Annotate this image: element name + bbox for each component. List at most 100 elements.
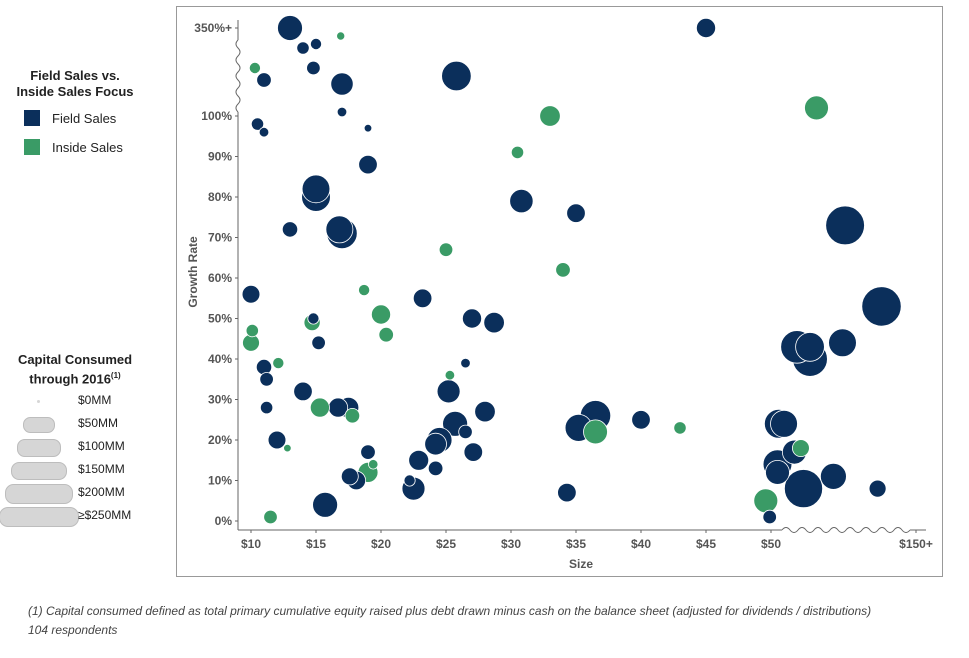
size-legend-shape	[17, 439, 61, 457]
bubble-inside-sales	[283, 443, 292, 453]
bubble-field-sales	[281, 221, 299, 238]
legend-item-inside-sales: Inside Sales	[24, 139, 123, 155]
y-tick-label: 100%	[201, 109, 232, 123]
bubble-field-sales	[770, 409, 798, 438]
size-legend-row: $200MM	[0, 484, 150, 505]
y-tick-label: 350%+	[194, 21, 232, 35]
x-axis-break	[781, 527, 911, 533]
bubble-field-sales	[307, 312, 320, 325]
x-axis-title: Size	[569, 557, 593, 571]
bubble-field-sales	[461, 308, 482, 329]
bubble-inside-sales	[358, 284, 371, 297]
bubble-inside-sales	[444, 370, 456, 381]
bubble-field-sales	[336, 106, 348, 118]
legend-item-field-sales: Field Sales	[24, 110, 116, 126]
size-legend-shape	[36, 399, 40, 403]
x-tick-label: $30	[501, 537, 521, 551]
bubble-field-sales	[631, 410, 651, 430]
bubble-inside-sales	[792, 439, 810, 458]
size-legend-footnote-mark: (1)	[110, 371, 121, 380]
x-tick-label: $25	[436, 537, 456, 551]
bubble-field-sales	[427, 460, 444, 477]
bubble-field-sales	[483, 311, 505, 334]
size-legend-shape	[0, 507, 79, 527]
bubble-field-sales	[436, 379, 461, 404]
size-legend-row: $50MM	[0, 416, 150, 436]
size-legend-row: $100MM	[0, 439, 150, 459]
bubble-field-sales	[566, 203, 586, 223]
axes: 0% 10% 20% 30% 40% 50% 60% 70% 80% 90% 100% 350%+ $1…	[186, 20, 933, 571]
bubble-field-sales	[828, 328, 857, 358]
size-legend-label: $0MM	[78, 393, 112, 407]
bubble-field-sales	[277, 15, 303, 41]
bubble-field-sales	[250, 117, 265, 131]
bubble-field-sales	[325, 215, 354, 244]
field-sales-swatch	[24, 110, 40, 126]
bubble-field-sales	[765, 459, 790, 485]
y-tick-label: 50%	[208, 312, 232, 326]
y-tick-label: 10%	[208, 474, 232, 488]
bubble-field-sales	[463, 442, 484, 462]
y-tick-label: 20%	[208, 433, 232, 447]
bubble-inside-sales	[245, 323, 259, 338]
bubble-field-sales	[340, 467, 359, 486]
size-legend-label: ≥$250MM	[78, 508, 132, 522]
bubble-field-sales	[293, 381, 313, 402]
bubble-field-sales	[460, 357, 471, 369]
bubble-field-sales	[458, 424, 473, 440]
bubble-field-sales	[474, 400, 496, 423]
bubble-field-sales	[363, 123, 373, 133]
bubble-field-sales	[820, 462, 847, 490]
bubble-inside-sales	[309, 397, 330, 418]
bubble-field-sales	[256, 72, 272, 88]
bubble-field-sales	[424, 432, 447, 456]
bubble-inside-sales	[804, 95, 829, 121]
bubble-field-sales	[259, 400, 274, 415]
y-tick-label: 40%	[208, 352, 232, 366]
chart-frame	[176, 6, 943, 577]
bubble-inside-sales	[438, 242, 454, 257]
x-tick-label: $45	[696, 537, 716, 551]
bubble-field-sales	[241, 284, 261, 304]
size-legend-shape	[5, 484, 73, 504]
y-tick-label: 70%	[208, 231, 232, 245]
bubble-field-sales	[408, 449, 430, 471]
y-tick-label: 0%	[215, 514, 233, 528]
bubble-inside-sales	[370, 304, 391, 325]
y-tick-label: 90%	[208, 150, 232, 164]
size-legend-title-line1: Capital Consumed	[17, 352, 133, 367]
bubble-inside-sales	[510, 145, 525, 159]
bubble-field-sales	[306, 60, 321, 76]
bubble-field-sales	[309, 38, 322, 51]
size-legend-row: $150MM	[0, 461, 150, 482]
size-legend-title: Capital Consumed through 2016(1)	[0, 352, 150, 387]
color-legend-title: Field Sales vs. Inside Sales Focus	[0, 68, 150, 100]
footnote-respondents: 104 respondents	[28, 623, 118, 637]
size-legend-label: $200MM	[78, 485, 125, 499]
bubble-inside-sales	[378, 327, 394, 343]
x-tick-label: $40	[631, 537, 651, 551]
y-tick-label: 60%	[208, 271, 232, 285]
size-legend-row: $0MM	[0, 393, 150, 413]
bubble-field-sales	[358, 154, 378, 175]
footnote-definition: (1) Capital consumed defined as total pr…	[28, 604, 872, 618]
size-legend-shape	[23, 416, 55, 434]
size-legend-label: $100MM	[78, 439, 125, 453]
bubble-field-sales	[509, 189, 534, 214]
x-tick-label: $150+	[899, 537, 933, 551]
bubble-inside-sales	[272, 357, 285, 370]
x-tick-label: $20	[371, 537, 391, 551]
field-sales-label: Field Sales	[52, 110, 117, 126]
bubble-field-sales	[825, 205, 865, 246]
bubble-field-sales	[784, 469, 824, 509]
x-tick-label: $35	[566, 537, 586, 551]
bubble-field-sales	[403, 474, 416, 487]
y-axis-break	[235, 39, 241, 113]
bubble-field-sales	[296, 41, 310, 55]
bubble-inside-sales	[753, 488, 779, 514]
bubble-field-sales	[795, 332, 825, 362]
bubble-field-sales	[412, 288, 433, 309]
bubble-inside-sales	[673, 421, 687, 435]
size-legend-label: $150MM	[78, 462, 125, 476]
